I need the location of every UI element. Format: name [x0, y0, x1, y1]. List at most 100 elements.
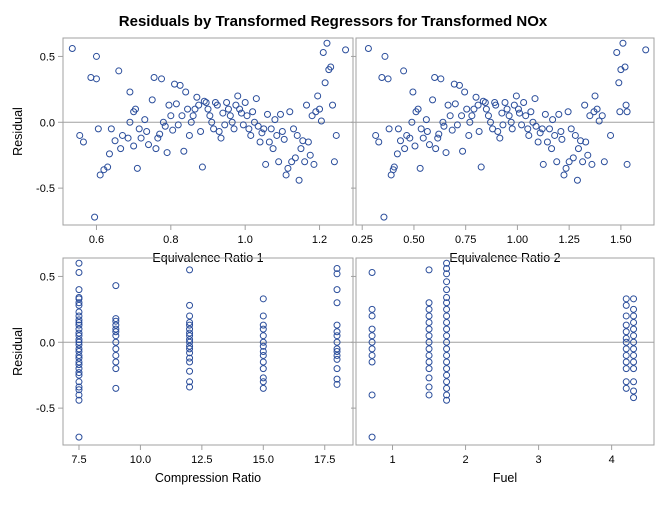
residual-point [75, 386, 83, 394]
residual-point [252, 95, 260, 103]
residual-point [622, 334, 630, 342]
residual-point [425, 305, 433, 313]
residual-point [256, 138, 264, 146]
residual-point [163, 149, 171, 157]
residual-point [549, 116, 557, 124]
residual-point [112, 317, 120, 325]
residual-point [409, 88, 417, 96]
x-tick-label: 1.00 [507, 234, 528, 246]
residual-point [333, 355, 341, 363]
residual-point [565, 158, 573, 166]
residual-point [243, 112, 251, 120]
panel-frame [355, 257, 655, 446]
y-axis-label: Residual [11, 107, 25, 156]
residual-point [215, 128, 223, 135]
residual-point [581, 101, 589, 109]
residual-point [133, 164, 141, 172]
residual-point [202, 99, 210, 107]
residual-point [416, 164, 424, 172]
residual-point [92, 75, 100, 83]
residual-point [443, 312, 451, 320]
residual-point [613, 48, 621, 56]
residual-point [443, 351, 451, 359]
residual-point [213, 101, 221, 109]
residual-point [333, 338, 341, 346]
residual-point [208, 118, 216, 126]
residual-point [622, 295, 630, 303]
residual-point [520, 99, 528, 107]
residual-point [241, 99, 249, 107]
residual-point [539, 160, 547, 168]
residual-point [527, 108, 535, 116]
residual-point [75, 391, 83, 399]
panel-fuel: 1 2 3 4 Fuel [351, 257, 655, 485]
x-axis-label: Compression Ratio [155, 471, 261, 485]
residual-point [368, 332, 376, 340]
residual-point [156, 130, 164, 138]
residual-point [159, 118, 167, 126]
residual-point [472, 93, 480, 101]
residual-point [396, 137, 404, 145]
residual-point [443, 332, 451, 340]
residual-point [616, 108, 624, 116]
residual-point [560, 171, 568, 179]
residual-point [333, 348, 341, 355]
residual-point [425, 319, 433, 327]
residual-point [446, 112, 454, 120]
residual-point [262, 160, 270, 168]
x-tick-label: 15.0 [253, 454, 274, 466]
residual-point [450, 80, 458, 88]
residual-point [269, 145, 277, 153]
residual-point [443, 294, 451, 302]
residual-point [75, 308, 83, 316]
residual-point [259, 338, 267, 346]
residual-point [259, 295, 267, 303]
residual-point [443, 325, 451, 333]
y-tick-label: -0.5 [36, 403, 55, 415]
residual-point [115, 67, 123, 75]
residual-point [442, 149, 450, 157]
residual-point [425, 383, 433, 391]
residual-point [329, 101, 337, 109]
residual-point [364, 45, 372, 53]
residual-point [607, 131, 615, 139]
residual-point [593, 105, 601, 113]
residual-point [459, 147, 467, 155]
residual-point [440, 122, 448, 130]
residual-point [317, 117, 325, 125]
residual-point [118, 131, 126, 139]
residual-point [234, 92, 242, 100]
residual-point [330, 158, 338, 166]
residual-point [217, 134, 225, 142]
panel-cr: 7.5 10.0 12.5 15.0 17.5 -0.5 0.0 0.5 Compression… [11, 257, 354, 485]
residual-point [567, 125, 575, 133]
residual-point [112, 384, 120, 392]
residual-point [368, 391, 376, 399]
residual-point [443, 358, 451, 366]
residual-point [443, 365, 451, 373]
residual-point [534, 138, 542, 146]
residual-point [400, 67, 408, 75]
residual-point [532, 122, 540, 130]
residual-point [558, 135, 566, 143]
residual-point [333, 270, 341, 278]
residual-point [557, 128, 565, 135]
residual-point [310, 160, 318, 168]
residual-point [117, 145, 125, 153]
residual-point [186, 358, 194, 366]
residual-point [615, 79, 623, 87]
residual-point [161, 122, 169, 130]
residual-point [75, 332, 83, 340]
residual-point [75, 286, 83, 294]
residual-point [105, 150, 113, 158]
residual-point [408, 118, 416, 126]
residual-point [401, 145, 409, 153]
residual-point [75, 345, 83, 353]
residual-point [333, 299, 341, 307]
residual-point [176, 81, 184, 89]
residual-point [75, 259, 83, 267]
residual-point [573, 176, 581, 184]
residual-point [368, 433, 376, 441]
residual-point [130, 142, 138, 150]
